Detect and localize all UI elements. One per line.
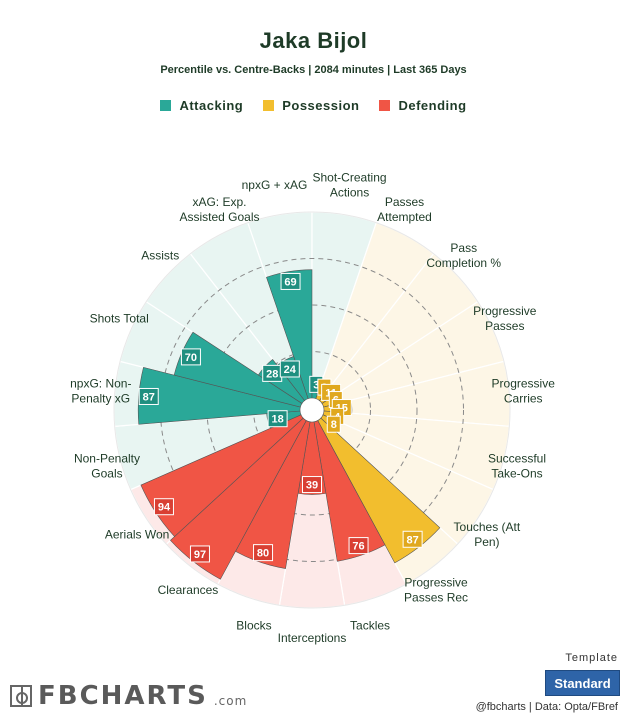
value-label-text: 3	[313, 379, 319, 391]
value-label-progressive-passes-rec: 87	[402, 530, 423, 548]
legend-item-defending[interactable]: Defending	[379, 98, 466, 113]
grid-ring-50	[206, 304, 418, 516]
value-label-box	[402, 530, 423, 548]
value-label-text: 24	[284, 364, 297, 376]
value-label-text: 8	[331, 419, 337, 431]
value-label-text: 28	[266, 368, 278, 380]
legend: Attacking Possession Defending	[0, 98, 627, 113]
value-label-text: 87	[406, 534, 418, 546]
value-label-text: 97	[194, 549, 206, 561]
axis-label-successful-take-ons: Successful Take-Ons	[488, 451, 546, 480]
legend-label-defending: Defending	[398, 98, 467, 113]
bar-npxg-xag	[266, 269, 313, 400]
value-label-box	[153, 498, 174, 516]
value-label-assists: 28	[262, 364, 283, 382]
value-label-clearances: 97	[189, 545, 210, 563]
value-label-text: 18	[271, 414, 283, 426]
value-label-npxg-non-penalty-xg: 87	[138, 387, 159, 405]
legend-item-possession[interactable]: Possession	[263, 98, 359, 113]
axis-label-tackles: Tackles	[350, 619, 390, 633]
radar-bars	[137, 269, 441, 580]
axis-label-passes-attempted: Passes Attempted	[377, 195, 432, 224]
axis-label-clearances: Clearances	[158, 583, 219, 597]
value-label-text: 69	[284, 276, 296, 288]
value-label-text: 39	[306, 480, 318, 492]
axis-label-shot-creating-actions: Shot-Creating Actions	[313, 171, 387, 200]
value-label-box	[189, 545, 210, 563]
data-credit: @fbcharts | Data: Opta/FBref	[475, 701, 618, 713]
brand-suffix: .com	[213, 694, 248, 708]
value-label-box	[138, 387, 159, 405]
value-label-aerials-won: 94	[153, 498, 174, 516]
brand-logo[interactable]: FBCHARTS .com	[10, 681, 247, 711]
axis-label-interceptions: Interceptions	[278, 631, 347, 645]
value-label-box	[253, 544, 274, 562]
value-label-box	[280, 272, 301, 290]
axis-label-shots-total: Shots Total	[90, 311, 149, 325]
value-label-box	[279, 360, 300, 378]
axis-label-aerials-won: Aerials Won	[105, 528, 169, 542]
chart-title: Jaka Bijol	[259, 28, 368, 53]
value-label-text: 80	[257, 548, 269, 560]
bar-npxg-non-penalty-xg	[137, 366, 301, 425]
legend-label-attacking: Attacking	[179, 98, 244, 113]
template-label: Template	[565, 652, 618, 664]
grid-ring-75	[160, 258, 464, 562]
pitch-icon	[10, 685, 32, 707]
axis-label-assists: Assists	[141, 249, 179, 263]
axis-label-non-penalty-goals: Non-Penalty Goals	[74, 451, 140, 480]
bar-progressive-passes-rec	[317, 417, 441, 564]
value-label-blocks: 80	[253, 544, 274, 562]
template-button[interactable]: Standard	[545, 670, 620, 696]
outer-ring	[113, 211, 511, 609]
axis-label-touches-att-pen: Touches (Att Pen)	[454, 520, 521, 549]
axis-label-progressive-carries: Progressive Carries	[492, 377, 556, 406]
value-label-non-penalty-goals: 18	[267, 410, 288, 428]
value-label-box	[348, 537, 369, 555]
value-label-xag-exp-assisted-goals: 24	[279, 360, 300, 378]
bar-aerials-won	[140, 414, 304, 537]
brand-name: FBCHARTS	[38, 681, 208, 711]
axis-label-progressive-passes-rec: Progressive Passes Rec	[404, 575, 468, 604]
legend-swatch-possession	[263, 100, 275, 111]
value-label-text: 94	[158, 502, 171, 514]
chart-subtitle: Percentile vs. Centre-Backs | 2084 minut…	[160, 64, 467, 76]
legend-swatch-attacking	[160, 100, 172, 111]
bar-shots-total	[173, 331, 303, 408]
value-label-tackles: 76	[348, 537, 369, 555]
value-label-text: 76	[352, 541, 364, 553]
axis-label-pass-completion: Pass Completion %	[426, 241, 501, 270]
value-label-box	[267, 410, 288, 428]
value-label-box	[180, 348, 201, 366]
radar-value-labels: 693311615488776398097941887702824	[138, 272, 423, 563]
legend-item-attacking[interactable]: Attacking	[160, 98, 243, 113]
axis-label-progressive-passes: Progressive Passes	[473, 304, 537, 333]
legend-label-possession: Possession	[282, 98, 360, 113]
legend-swatch-defending	[379, 100, 391, 111]
axis-label-xag-exp-assisted-goals: xAG: Exp. Assisted Goals	[179, 195, 259, 224]
axis-label-npxg-xag: npxG + xAG	[242, 178, 308, 192]
value-label-interceptions: 39	[302, 476, 322, 494]
value-label-shots-total: 70	[180, 348, 201, 366]
axis-label-blocks: Blocks	[236, 619, 271, 633]
value-label-touches-att-pen: 8	[326, 415, 341, 433]
value-label-box	[326, 415, 341, 433]
bar-clearances	[170, 417, 307, 580]
value-label-npxg-xag: 69	[280, 272, 301, 290]
value-label-text: 87	[143, 391, 155, 403]
value-label-text: 70	[185, 352, 197, 364]
axis-label-npxg-non-penalty-xg: npxG: Non-Penalty xG	[70, 377, 131, 406]
value-label-box	[302, 476, 322, 494]
